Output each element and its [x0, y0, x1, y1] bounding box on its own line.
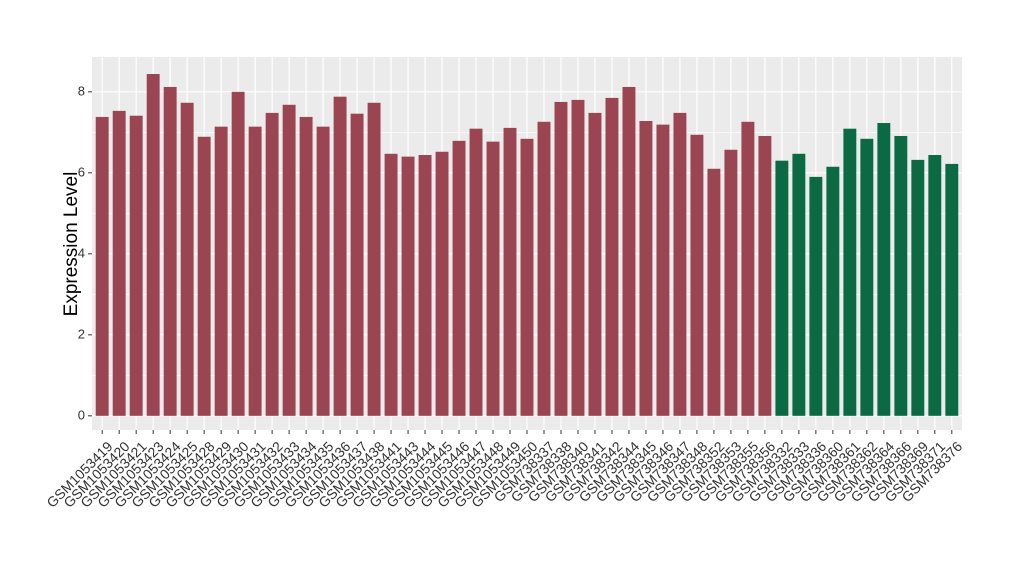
bar — [877, 123, 891, 416]
y-tick-label: 4 — [78, 245, 85, 260]
y-tick-label: 0 — [78, 407, 85, 422]
bar — [486, 141, 500, 416]
bar — [843, 128, 857, 416]
bar — [554, 101, 568, 416]
bar — [112, 110, 126, 416]
bar — [622, 86, 636, 416]
bar — [367, 102, 381, 416]
bar — [299, 116, 313, 416]
bar — [95, 116, 109, 416]
bar — [673, 112, 687, 416]
bar — [401, 156, 415, 416]
bar — [146, 74, 160, 416]
bar — [520, 138, 534, 416]
bar — [775, 160, 789, 416]
y-tick-label: 2 — [78, 326, 85, 341]
bar — [316, 126, 330, 416]
bar — [639, 120, 653, 416]
bar — [231, 91, 245, 416]
bar — [537, 121, 551, 416]
bar — [656, 124, 670, 416]
bar — [180, 102, 194, 416]
y-tick-label: 6 — [78, 164, 85, 179]
bar — [894, 135, 908, 416]
bar — [605, 97, 619, 416]
bar — [826, 166, 840, 416]
bar — [707, 168, 721, 416]
bar — [860, 138, 874, 416]
bar — [945, 163, 959, 416]
y-axis-label: Expression Level — [61, 172, 82, 317]
bar — [163, 86, 177, 416]
bar — [588, 112, 602, 416]
bar — [435, 151, 449, 416]
bar — [129, 115, 143, 416]
bar — [418, 155, 432, 416]
bar — [282, 104, 296, 416]
bar — [911, 159, 925, 416]
bar — [690, 134, 704, 416]
y-tick-label: 8 — [78, 83, 85, 98]
bar — [469, 128, 483, 416]
bar — [333, 96, 347, 416]
bar — [265, 112, 279, 416]
bar — [928, 155, 942, 416]
bar — [248, 126, 262, 416]
bar — [384, 153, 398, 416]
bar — [792, 153, 806, 416]
bar — [503, 127, 517, 416]
bar — [741, 121, 755, 416]
bar — [758, 135, 772, 416]
bar — [809, 176, 823, 416]
bar — [724, 149, 738, 416]
bar — [197, 136, 211, 416]
bar — [350, 113, 364, 416]
bar — [214, 126, 228, 416]
bar — [452, 140, 466, 416]
bar — [571, 99, 585, 416]
